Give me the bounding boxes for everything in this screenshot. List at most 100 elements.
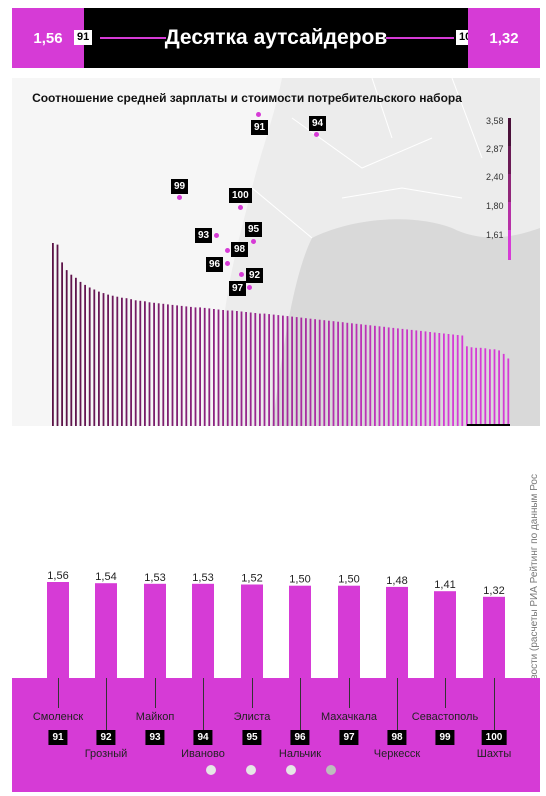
outsider-bar <box>47 582 69 678</box>
overview-bar <box>383 326 385 426</box>
overview-bar <box>507 358 510 426</box>
footer-tick <box>203 678 204 744</box>
overview-bar <box>433 332 436 426</box>
footer-tick <box>494 678 495 744</box>
pager-dot[interactable] <box>206 765 216 775</box>
city-rank: 98 <box>387 730 407 745</box>
outsider-bar <box>386 586 408 678</box>
city-name: Шахты <box>476 748 512 760</box>
pin-dot <box>256 112 261 117</box>
overview-bar <box>213 309 215 426</box>
overview-bar <box>139 300 142 426</box>
legend-swatch <box>508 146 511 174</box>
city-rank: 94 <box>193 730 213 745</box>
city-name: Севастополь <box>411 711 479 723</box>
overview-bar <box>190 306 192 426</box>
overview-bar <box>479 347 482 426</box>
map-panel <box>12 78 540 426</box>
header-right-value: 1,32 <box>468 8 540 68</box>
overview-bar <box>116 296 119 426</box>
city-name: Майкоп <box>135 711 175 723</box>
overview-bar <box>176 305 178 426</box>
overview-bar <box>295 317 298 426</box>
overview-bar <box>102 293 105 426</box>
city-name: Смоленск <box>32 711 84 723</box>
pager-dot[interactable] <box>246 765 256 775</box>
map-pin-rank: 98 <box>231 242 249 257</box>
city-rank: 97 <box>339 730 359 745</box>
overview-bar <box>466 346 468 426</box>
city-rank: 100 <box>481 730 507 745</box>
map-pin-rank: 91 <box>251 120 269 135</box>
overview-bar <box>461 335 464 426</box>
overview-bar <box>199 307 201 426</box>
overview-bar <box>157 303 160 426</box>
overview-bar <box>282 315 284 426</box>
overview-bar <box>263 313 266 426</box>
overview-bar <box>355 323 358 426</box>
overview-bar <box>415 330 418 426</box>
overview-bar <box>153 302 155 426</box>
overview-bar <box>346 322 349 426</box>
overview-bar <box>378 326 381 426</box>
outsider-bar <box>483 596 505 678</box>
overview-bar <box>475 347 477 426</box>
bar-value-label: 1,41 <box>434 579 455 591</box>
overview-bar <box>217 309 220 426</box>
map-pin-rank: 93 <box>195 228 213 243</box>
footer-tick <box>155 678 156 708</box>
bar-value-label: 1,53 <box>192 572 213 584</box>
map-pin-rank: 97 <box>229 281 247 296</box>
overview-bar <box>70 274 73 426</box>
footer-tick <box>300 678 301 744</box>
map-pin-rank: 99 <box>171 179 189 194</box>
footer-tick <box>106 678 107 744</box>
overview-bar <box>332 321 335 426</box>
overview-bar <box>245 312 247 426</box>
overview-bar <box>502 353 505 426</box>
overview-bar <box>111 295 114 426</box>
bar-value-label: 1,50 <box>289 574 310 586</box>
overview-bar <box>84 284 86 426</box>
city-rank: 99 <box>435 730 455 745</box>
bar-value-label: 1,32 <box>483 585 504 597</box>
header-left-line <box>100 37 166 39</box>
pin-dot <box>238 205 243 210</box>
outsider-bar <box>95 583 117 678</box>
overview-bar <box>360 324 362 426</box>
overview-bar <box>470 347 473 426</box>
outsider-bar <box>434 591 456 678</box>
legend-label: 3,58 <box>486 116 504 126</box>
legend-swatch <box>508 202 511 230</box>
legend-label: 2,87 <box>486 144 504 154</box>
bar-value-label: 1,52 <box>241 573 262 585</box>
overview-bar <box>171 304 174 426</box>
legend-label: 1,61 <box>486 230 504 240</box>
overview-bar <box>121 297 123 426</box>
overview-bar <box>231 310 234 426</box>
footer-tick <box>349 678 350 708</box>
overview-bar <box>259 313 261 426</box>
overview-bar <box>286 316 289 426</box>
header-bar: 1,56 91 Десятка аутсайдеров 100 1,32 <box>12 8 540 68</box>
map-pin-rank: 94 <box>309 116 327 131</box>
overview-bar <box>107 294 109 426</box>
overview-bar <box>254 313 257 426</box>
overview-bar <box>305 318 307 426</box>
overview-bar <box>456 335 459 426</box>
overview-bar <box>148 302 151 426</box>
overview-bar <box>309 318 312 426</box>
header-title: Десятка аутсайдеров <box>164 26 388 49</box>
bar-value-label: 1,50 <box>338 574 359 586</box>
overview-bar <box>185 306 188 426</box>
overview-bar <box>447 334 450 426</box>
overview-bar <box>272 314 275 426</box>
pager-dot[interactable] <box>326 765 336 775</box>
overview-bar <box>249 312 252 426</box>
pager-dot[interactable] <box>286 765 296 775</box>
map-pin-rank: 100 <box>229 188 252 203</box>
overview-bar <box>406 329 408 426</box>
overview-bar <box>180 305 183 426</box>
overview-bar <box>194 307 197 426</box>
overview-bar <box>397 328 399 426</box>
